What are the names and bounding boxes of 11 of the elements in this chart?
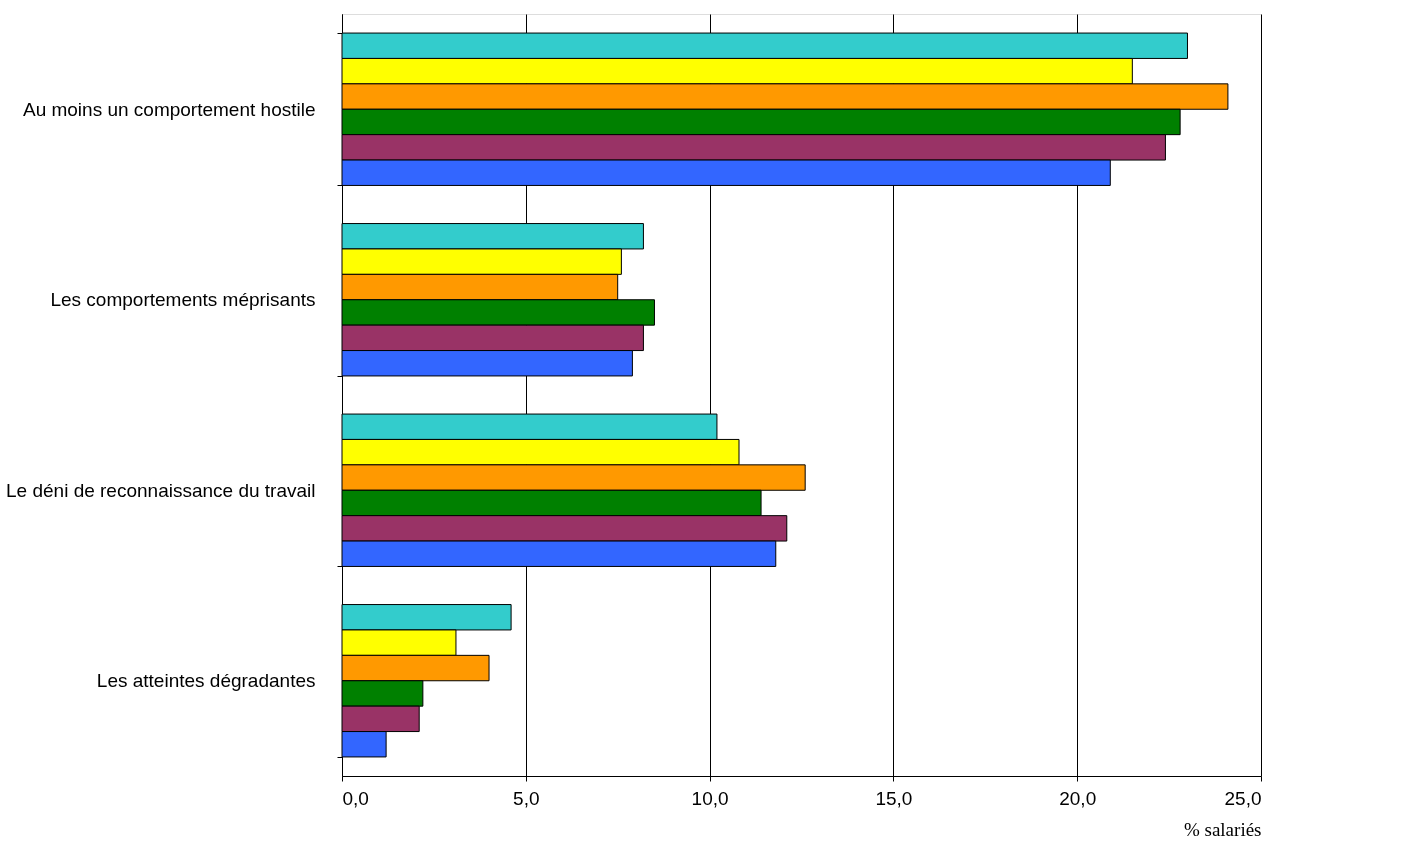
y-tick-label: Le déni de reconnaissance du travail (6, 479, 316, 501)
y-tick-label: Les atteintes dégradantes (96, 670, 316, 692)
x-tick-label: 20,0 (1059, 787, 1097, 809)
x-axis-title: % salariés (1183, 818, 1262, 840)
x-tick-label: 0,0 (342, 787, 369, 809)
x-tick-label: 25,0 (1224, 787, 1262, 809)
y-tick-label: Au moins un comportement hostile (22, 98, 316, 120)
x-tick-label: 15,0 (875, 787, 913, 809)
x-tick-label: 5,0 (513, 787, 540, 809)
x-tick-label: 10,0 (691, 787, 729, 809)
y-tick-label: Les comportements méprisants (50, 289, 316, 311)
